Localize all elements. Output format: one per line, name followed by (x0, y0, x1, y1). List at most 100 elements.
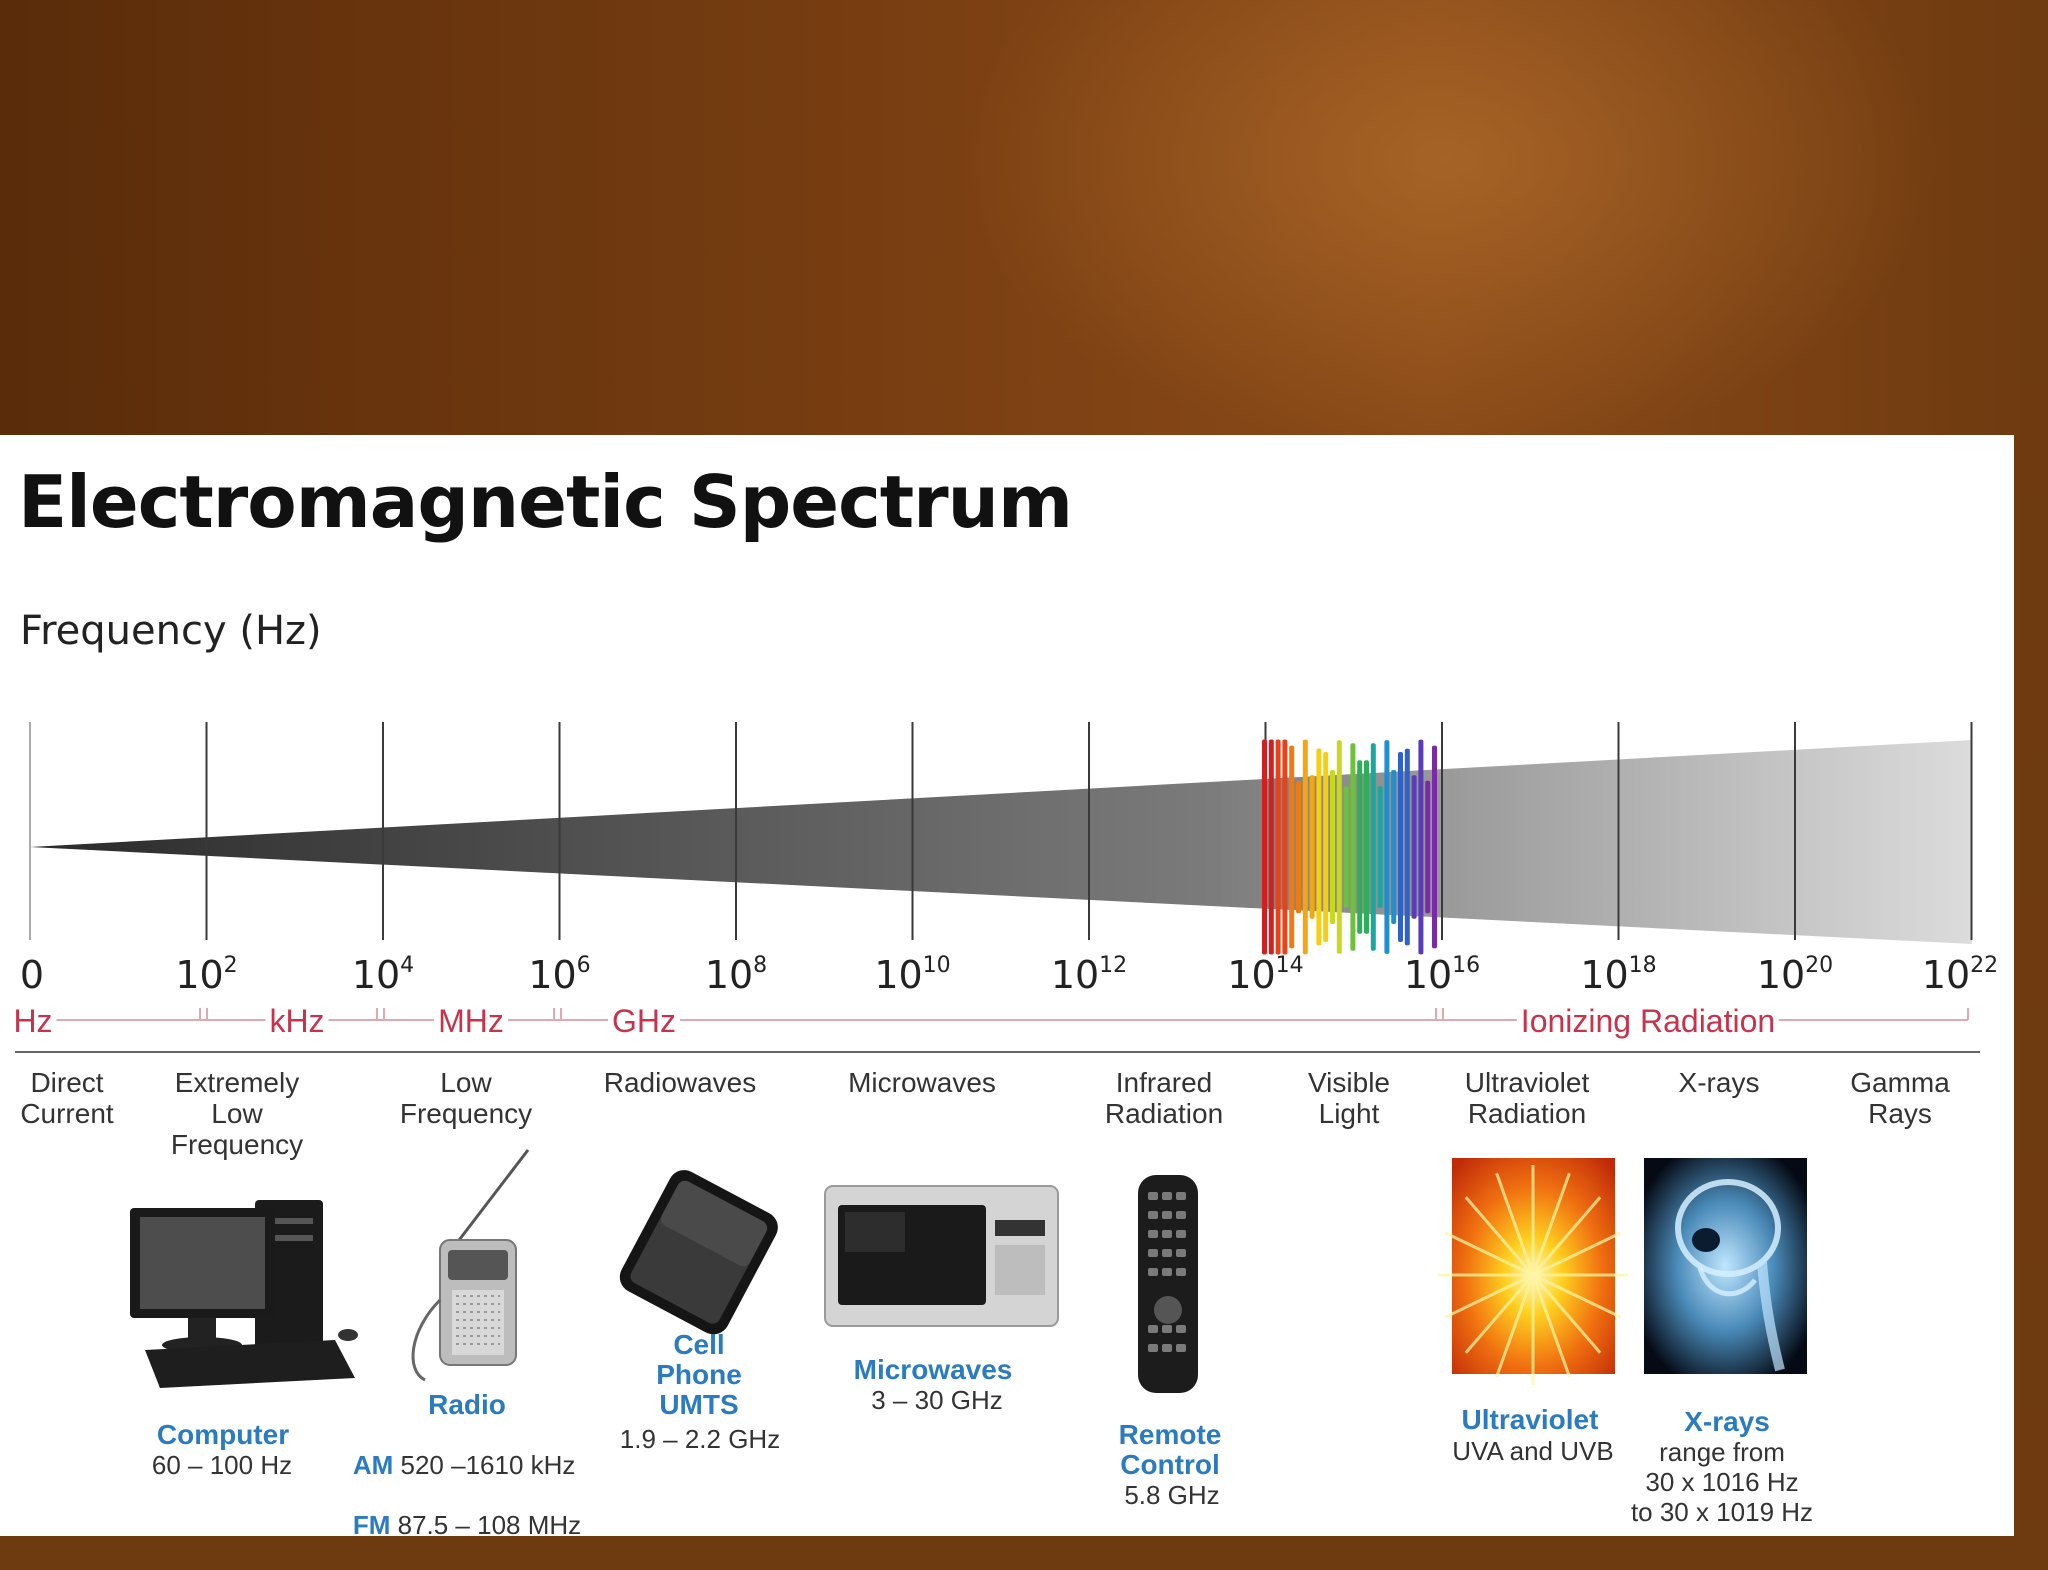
tick-lines (29, 722, 1973, 940)
visible-light-bar (1302, 739, 1308, 955)
visible-light-bar (1336, 740, 1342, 954)
band-low-frequency: Low Frequency (399, 1067, 533, 1129)
unit-khz: kHz (265, 1003, 329, 1040)
computer-detail: 60 – 100 Hz (151, 1450, 293, 1480)
xrays-name: X-rays (1684, 1406, 1770, 1437)
visible-light-bar (1296, 780, 1301, 914)
radio-icon (411, 1149, 530, 1382)
tick-label-exponent: 8 (753, 953, 768, 978)
visible-light-bar (1309, 775, 1315, 919)
visible-light-bar (1370, 743, 1376, 951)
visible-light-bar (1398, 751, 1403, 943)
cell-phone-detail: 1.9 – 2.2 GHz (619, 1424, 781, 1454)
remote-control-icon (1138, 1175, 1198, 1393)
unit-separators (199, 1008, 1969, 1020)
band-direct-current: Direct Current (20, 1067, 114, 1129)
tick-label-exponent: 20 (1805, 953, 1834, 978)
cell-phone-icon (619, 1170, 778, 1335)
band-x-rays: X-rays (1678, 1067, 1760, 1098)
band-gamma-rays: Gamma Rays (1850, 1067, 1950, 1129)
tick-label: 104 (352, 953, 414, 997)
band-radiowaves: Radiowaves (603, 1067, 757, 1098)
visible-light-bar (1268, 739, 1274, 955)
visible-light-bar (1289, 745, 1295, 949)
visible-light-bar (1323, 751, 1329, 943)
tick-label-exponent: 14 (1275, 953, 1304, 978)
remote-control-detail: 5.8 GHz (1124, 1480, 1220, 1510)
visible-light-bar (1350, 743, 1356, 951)
radio-am-label: AM (352, 1450, 394, 1480)
computer-icon (130, 1200, 358, 1388)
tick-label-exponent: 16 (1452, 953, 1481, 978)
band-ultraviolet-radiation: Ultraviolet Radiation (1464, 1067, 1590, 1129)
tick-label-base: 10 (175, 953, 224, 997)
tick-label: 1020 (1757, 953, 1833, 997)
tick-label-base: 10 (351, 953, 401, 997)
visible-light-bar (1411, 775, 1417, 919)
tick-label-base: 10 (704, 953, 754, 997)
tick-label-base: 10 (528, 953, 577, 997)
visible-light-bar (1377, 786, 1383, 908)
tick-label: 1012 (1051, 953, 1127, 997)
tick-label-base: 10 (874, 953, 923, 997)
ultraviolet-name: Ultraviolet (1461, 1404, 1599, 1435)
tick-label-exponent: 12 (1099, 953, 1128, 978)
visible-light-bar (1384, 740, 1390, 954)
page-title: Electromagnetic Spectrum (18, 460, 1073, 544)
tick-label: 0 (20, 953, 44, 997)
visible-light-bar (1330, 769, 1335, 925)
band-extremely-low-frequency: Extremely Low Frequency (170, 1067, 304, 1160)
visible-light-rainbow (1262, 739, 1437, 955)
tick-label-base: 10 (1921, 953, 1971, 997)
tick-label-exponent: 4 (400, 953, 415, 978)
band-microwaves: Microwaves (848, 1067, 996, 1098)
tick-label: 106 (528, 953, 590, 997)
unit-mhz: MHz (434, 1003, 508, 1040)
xray-skull-image (1644, 1158, 1807, 1374)
visible-light-bar (1404, 748, 1410, 946)
unit-ghz: GHz (608, 1003, 680, 1040)
tick-label-base: 10 (1756, 953, 1806, 997)
tick-label-exponent: 22 (1970, 953, 1999, 978)
visible-light-bar (1391, 769, 1397, 925)
visible-light-bar (1425, 780, 1431, 914)
radio-am-range: 520 –1610 kHz (400, 1450, 576, 1480)
unit-ionizing-radiation: Ionizing Radiation (1516, 1003, 1780, 1040)
tick-label-exponent: 6 (576, 953, 591, 978)
tick-label-exponent: 18 (1628, 953, 1657, 978)
radio-detail: AM 520 –1610 kHz FM 87.5 – 108 MHz (353, 1420, 581, 1570)
radio-fm-range: 87.5 – 108 MHz (397, 1510, 582, 1540)
cell-phone-name: Cell Phone UMTS (656, 1329, 742, 1420)
band-visible-light: Visible Light (1308, 1067, 1390, 1129)
visible-light-bar (1275, 739, 1281, 955)
computer-name: Computer (156, 1419, 290, 1450)
radio-fm-label: FM (352, 1510, 391, 1540)
visible-light-bar (1262, 739, 1267, 955)
tick-label-base: 10 (1403, 953, 1453, 997)
visible-light-bar (1432, 745, 1437, 949)
unit-hz: Hz (9, 1003, 57, 1040)
band-infrared-radiation: Infrared Radiation (1104, 1067, 1224, 1129)
microwave-name: Microwaves (853, 1354, 1013, 1385)
frequency-axis-label: Frequency (Hz) (20, 608, 322, 654)
microwave-oven-icon (824, 1185, 1059, 1327)
tick-label: 108 (705, 953, 767, 997)
tick-label: 102 (175, 953, 237, 997)
microwave-detail: 3 – 30 GHz (871, 1385, 1003, 1415)
ultraviolet-sunburst-image (1438, 1158, 1628, 1385)
tick-label: 1014 (1227, 953, 1303, 997)
tick-label: 1016 (1404, 953, 1480, 997)
tick-label-base: 0 (19, 953, 45, 997)
tick-label-exponent: 10 (922, 953, 951, 978)
tick-label-base: 10 (1050, 953, 1100, 997)
tick-label-base: 10 (1227, 953, 1276, 997)
tick-label: 1018 (1580, 953, 1656, 997)
spectrum-wedge (30, 740, 1972, 944)
spectrum-graphic (15, 722, 1980, 1393)
visible-light-bar (1364, 760, 1369, 934)
visible-light-bar (1316, 748, 1322, 946)
tick-label-exponent: 2 (223, 953, 238, 978)
tick-label-base: 10 (1580, 953, 1629, 997)
radio-name: Radio (428, 1389, 506, 1420)
xrays-detail: range from 30 x 1016 Hz to 30 x 1019 Hz (1630, 1437, 1814, 1527)
